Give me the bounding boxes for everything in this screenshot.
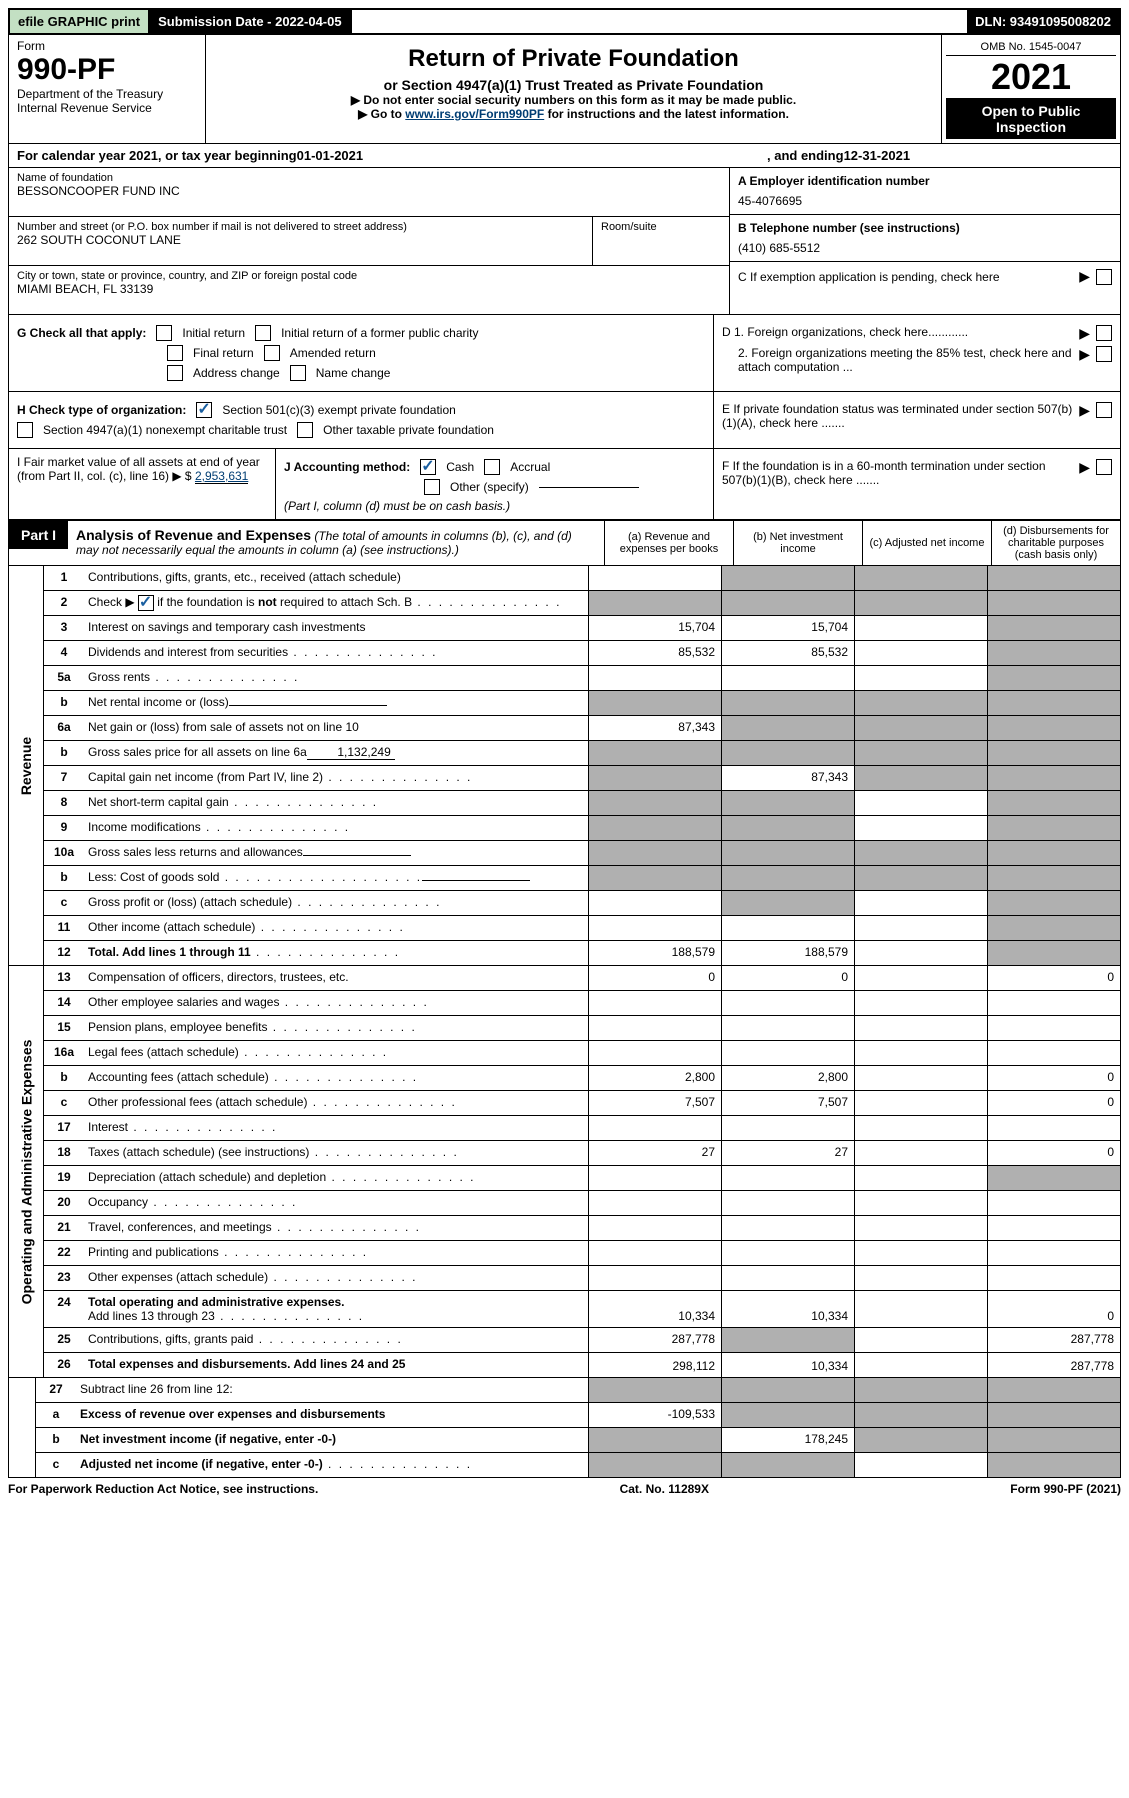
e-checkbox[interactable] (1096, 402, 1112, 418)
col-a-header: (a) Revenue and expenses per books (604, 521, 733, 565)
d2-checkbox[interactable] (1096, 346, 1112, 362)
part1-header: Part I Analysis of Revenue and Expenses … (8, 520, 1121, 566)
expenses-section: Operating and Administrative Expenses 13… (8, 966, 1121, 1378)
name-label: Name of foundation (17, 172, 721, 184)
footer-cat: Cat. No. 11289X (620, 1482, 709, 1496)
501c3-checkbox[interactable] (196, 402, 212, 418)
dept-1: Department of the Treasury (17, 87, 197, 101)
ein-value: 45-4076695 (738, 194, 802, 208)
box-g-d-row: G Check all that apply: Initial return I… (8, 315, 1121, 392)
form-title: Return of Private Foundation (212, 45, 935, 73)
other-method-checkbox[interactable] (424, 479, 440, 495)
phone-value: (410) 685-5512 (738, 241, 820, 255)
gross-sales-6b: 1,132,249 (307, 745, 395, 760)
phone-label: B Telephone number (see instructions) (738, 221, 960, 235)
col-b-header: (b) Net investment income (733, 521, 862, 565)
h-label: H Check type of organization: (17, 403, 186, 417)
box-i-j-f-row: I Fair market value of all assets at end… (8, 449, 1121, 520)
revenue-section: Revenue 1Contributions, gifts, grants, e… (8, 566, 1121, 966)
form-subtitle: or Section 4947(a)(1) Trust Treated as P… (212, 77, 935, 93)
fmv-value[interactable]: 2,953,631 (195, 469, 248, 484)
d1-label: D 1. Foreign organizations, check here..… (722, 325, 1073, 339)
top-bar: efile GRAPHIC print Submission Date - 20… (8, 8, 1121, 35)
f-checkbox[interactable] (1096, 459, 1112, 475)
tax-year-begin: 01-01-2021 (297, 148, 364, 163)
footer-left: For Paperwork Reduction Act Notice, see … (8, 1482, 318, 1496)
city-label: City or town, state or province, country… (17, 270, 721, 282)
other-taxable-checkbox[interactable] (297, 422, 313, 438)
e-label: E If private foundation status was termi… (722, 402, 1073, 430)
amended-return-checkbox[interactable] (264, 345, 280, 361)
foundation-name: BESSONCOOPER FUND INC (17, 184, 721, 198)
note-2: ▶ Go to www.irs.gov/Form990PF for instru… (212, 107, 935, 121)
footer-right: Form 990-PF (2021) (1010, 1482, 1121, 1496)
revenue-label: Revenue (18, 736, 34, 794)
g-label: G Check all that apply: (17, 326, 146, 340)
final-return-checkbox[interactable] (167, 345, 183, 361)
header-right: OMB No. 1545-0047 2021 Open to Public In… (941, 35, 1120, 143)
d1-checkbox[interactable] (1096, 325, 1112, 341)
box-h-e-row: H Check type of organization: Section 50… (8, 392, 1121, 449)
initial-return-former-checkbox[interactable] (255, 325, 271, 341)
header-center: Return of Private Foundation or Section … (206, 35, 941, 143)
city-state-zip: MIAMI BEACH, FL 33139 (17, 282, 721, 296)
f-label: F If the foundation is in a 60-month ter… (722, 459, 1073, 487)
efile-label: efile GRAPHIC print (10, 10, 150, 33)
part1-title: Analysis of Revenue and Expenses (76, 527, 311, 543)
form-number: 990-PF (17, 53, 197, 87)
form-header: Form 990-PF Department of the Treasury I… (8, 35, 1121, 144)
col-d-header: (d) Disbursements for charitable purpose… (991, 521, 1120, 565)
ein-label: A Employer identification number (738, 174, 930, 188)
schb-checkbox[interactable] (138, 595, 154, 611)
col-c-header: (c) Adjusted net income (862, 521, 991, 565)
d2-label: 2. Foreign organizations meeting the 85%… (722, 346, 1073, 374)
dept-2: Internal Revenue Service (17, 101, 197, 115)
cash-checkbox[interactable] (420, 459, 436, 475)
address-change-checkbox[interactable] (167, 365, 183, 381)
note-1: ▶ Do not enter social security numbers o… (212, 93, 935, 107)
inspection-label: Open to Public Inspection (946, 99, 1116, 139)
submission-date: Submission Date - 2022-04-05 (150, 10, 352, 33)
pending-checkbox[interactable] (1096, 269, 1112, 285)
calendar-year-row: For calendar year 2021, or tax year begi… (8, 144, 1121, 168)
page-footer: For Paperwork Reduction Act Notice, see … (8, 1478, 1121, 1500)
j-label: J Accounting method: (284, 460, 410, 474)
form-link[interactable]: www.irs.gov/Form990PF (405, 107, 544, 121)
arrow-icon: ▶ (1079, 268, 1090, 285)
street-address: 262 SOUTH COCONUT LANE (17, 233, 584, 247)
room-label: Room/suite (601, 221, 721, 233)
name-change-checkbox[interactable] (290, 365, 306, 381)
tax-year: 2021 (946, 56, 1116, 99)
form-label: Form (17, 39, 197, 53)
entity-info: Name of foundation BESSONCOOPER FUND INC… (8, 168, 1121, 315)
pending-label: C If exemption application is pending, c… (738, 270, 1073, 284)
dln: DLN: 93491095008202 (967, 10, 1119, 33)
expenses-label: Operating and Administrative Expenses (18, 1039, 34, 1304)
part1-label: Part I (9, 521, 68, 549)
4947a1-checkbox[interactable] (17, 422, 33, 438)
j-note: (Part I, column (d) must be on cash basi… (284, 499, 705, 513)
line-27-section: 27Subtract line 26 from line 12: aExcess… (8, 1378, 1121, 1478)
header-left: Form 990-PF Department of the Treasury I… (9, 35, 206, 143)
tax-year-end: 12-31-2021 (844, 148, 911, 163)
omb-number: OMB No. 1545-0047 (946, 39, 1116, 56)
addr-label: Number and street (or P.O. box number if… (17, 221, 584, 233)
accrual-checkbox[interactable] (484, 459, 500, 475)
initial-return-checkbox[interactable] (156, 325, 172, 341)
